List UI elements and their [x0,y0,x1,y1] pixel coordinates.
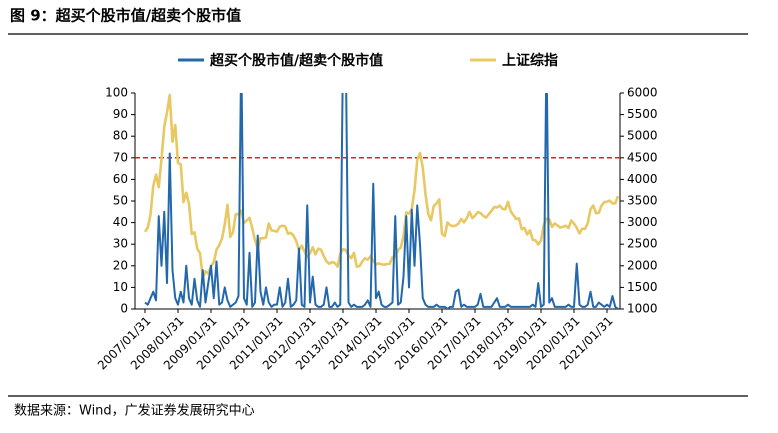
y-tick-label: 0 [120,302,128,316]
y2-tick-label: 1500 [627,280,658,294]
chart-title: 图 9：超买个股市值/超卖个股市值 [10,7,241,25]
series-line [144,93,619,309]
y2-tick-label: 4500 [627,150,658,164]
source: 数据来源：Wind，广发证券发展研究中心 [14,403,255,419]
y-tick-label: 30 [113,237,128,251]
y2-tick-label: 5000 [627,129,658,143]
y-tick-label: 90 [113,107,128,121]
y2-tick-label: 3500 [627,194,658,208]
y-tick-label: 80 [113,129,128,143]
y2-tick-label: 2000 [627,258,658,272]
y2-tick-label: 3000 [627,215,658,229]
y-tick-label: 10 [113,280,128,294]
y-tick-label: 50 [113,194,128,208]
y-tick-label: 40 [113,215,128,229]
y-tick-label: 20 [113,258,128,272]
y2-tick-label: 6000 [627,86,658,100]
y2-tick-label: 1000 [627,302,658,316]
y2-tick-label: 2500 [627,237,658,251]
series-line [143,93,620,279]
y-tick-label: 70 [113,150,128,164]
plot-area [143,93,620,309]
y2-tick-label: 5500 [627,107,658,121]
y-tick-label: 100 [105,86,128,100]
y-tick-label: 60 [113,172,128,186]
y2-tick-label: 4000 [627,172,658,186]
legend-label: 超买个股市值/超卖个股市值 [209,52,383,69]
legend-label: 上证综指 [502,52,558,69]
